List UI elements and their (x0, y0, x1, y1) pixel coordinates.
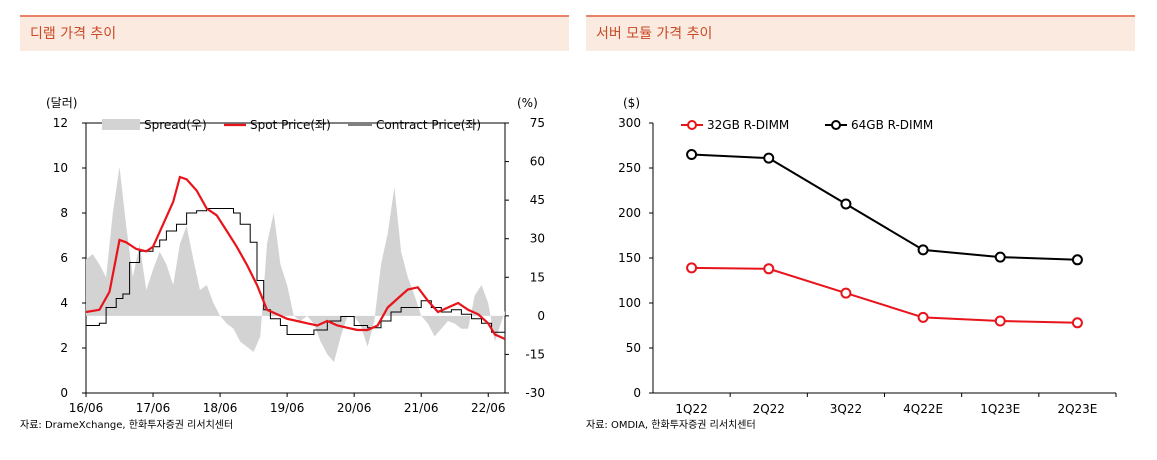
left-y-tick-label: 8 (60, 206, 68, 220)
left-y-tick-label: 6 (60, 251, 68, 265)
dram-chart-area: (달러) (%) 0 2 4 6 8 10 12 -30 -15 0 15 30 45 60 75 16/06 17… (20, 53, 569, 431)
x-tick-label: 2Q23E (1057, 402, 1097, 416)
server-module-title: 서버 모듈 가격 추이 (586, 17, 1135, 51)
right-y-tick-label: 30 (530, 232, 545, 246)
y-tick-label: 50 (626, 341, 641, 355)
data-point-64gb (917, 244, 929, 256)
x-tick-label: 17/06 (136, 401, 171, 415)
x-tick-label: 22/06 (471, 401, 506, 415)
legend-swatch-marker (687, 120, 697, 130)
server-chart-area: ($) 0 50 100 150 200 250 300 1Q22 2Q22 3Q22 4Q22E 1Q… (586, 53, 1135, 431)
data-point-64gb (1071, 254, 1083, 266)
left-y-tick-label: 0 (60, 386, 68, 400)
series-line-64gb (691, 153, 1078, 261)
y-tick-label: 150 (618, 251, 641, 265)
server-source-note: 자료: OMDIA, 한화투자증권 리서치센터 (586, 420, 756, 431)
server-module-chart: ($) 0 50 100 150 200 250 300 1Q22 2Q22 3Q22 4Q22E 1Q… (618, 96, 1117, 416)
y-axis-unit: ($) (623, 96, 640, 110)
left-y-tick-label: 12 (53, 116, 68, 130)
data-point-32gb (917, 311, 929, 323)
legend-label: 32GB R-DIMM (707, 118, 789, 132)
plot-frame (85, 122, 506, 394)
right-y-tick-label: 75 (530, 116, 545, 130)
x-tick-label: 1Q22 (675, 402, 707, 416)
right-y-tick-label: 60 (530, 155, 545, 169)
legend-label: 64GB R-DIMM (851, 118, 933, 132)
legend-spot-label: Spot Price(좌) (250, 118, 331, 132)
data-point-64gb (686, 149, 698, 160)
data-point-64gb (763, 152, 775, 164)
legend-spread-swatch (102, 119, 140, 130)
y-tick-label: 100 (618, 296, 641, 310)
legend-spread-label: Spread(우) (144, 118, 207, 132)
x-tick-label: 18/06 (203, 401, 238, 415)
data-point-64gb (840, 198, 852, 210)
x-tick-label: 2Q22 (753, 402, 785, 416)
dram-price-chart: (달러) (%) 0 2 4 6 8 10 12 -30 -15 0 15 30 45 60 75 16/06 17… (46, 96, 545, 415)
data-point-32gb (686, 262, 698, 274)
data-point-32gb (994, 315, 1006, 327)
left-y-tick-label: 2 (60, 341, 68, 355)
y-tick-label: 200 (618, 206, 641, 220)
x-tick-label: 4Q22E (903, 402, 943, 416)
contract-price-line (86, 208, 506, 339)
x-tick-label: 1Q23E (980, 402, 1020, 416)
server-module-panel: 서버 모듈 가격 추이 ($) 0 50 100 150 200 250 300 1Q22 2Q2… (586, 15, 1135, 431)
left-y-tick-label: 4 (60, 296, 68, 310)
right-y-tick-label: 15 (530, 270, 545, 284)
left-axis-unit: (달러) (46, 96, 77, 110)
right-y-tick-label: 0 (537, 309, 545, 323)
y-tick-label: 250 (618, 161, 641, 175)
y-tick-label: 0 (633, 386, 641, 400)
data-point-64gb (994, 251, 1006, 263)
x-tick-label: 21/06 (404, 401, 439, 415)
dram-price-title: 디램 가격 추이 (20, 17, 569, 51)
dram-price-panel: 디램 가격 추이 (달러) (%) 0 2 4 6 8 10 12 -30 -15 0 15 30 45 60… (20, 15, 569, 431)
legend-contract-label: Contract Price(좌) (376, 118, 481, 132)
data-point-32gb (840, 287, 852, 299)
right-y-tick-label: 45 (530, 193, 545, 207)
series-line-32gb (691, 266, 1078, 324)
data-point-32gb (763, 263, 775, 275)
spread-area (86, 166, 505, 363)
y-tick-label: 300 (618, 116, 641, 130)
data-point-32gb (1071, 317, 1083, 329)
x-tick-label: 3Q22 (830, 402, 862, 416)
right-axis-unit: (%) (517, 96, 538, 110)
x-tick-label: 20/06 (337, 401, 372, 415)
legend-swatch-marker (831, 120, 841, 130)
dram-source-note: 자료: DrameXchange, 한화투자증권 리서치센터 (20, 420, 234, 431)
spot-price-line (85, 175, 506, 341)
left-y-tick-label: 10 (53, 161, 68, 175)
right-y-tick-label: -15 (525, 347, 545, 361)
x-tick-label: 16/06 (69, 401, 104, 415)
right-y-tick-label: -30 (525, 386, 545, 400)
x-tick-label: 19/06 (270, 401, 305, 415)
